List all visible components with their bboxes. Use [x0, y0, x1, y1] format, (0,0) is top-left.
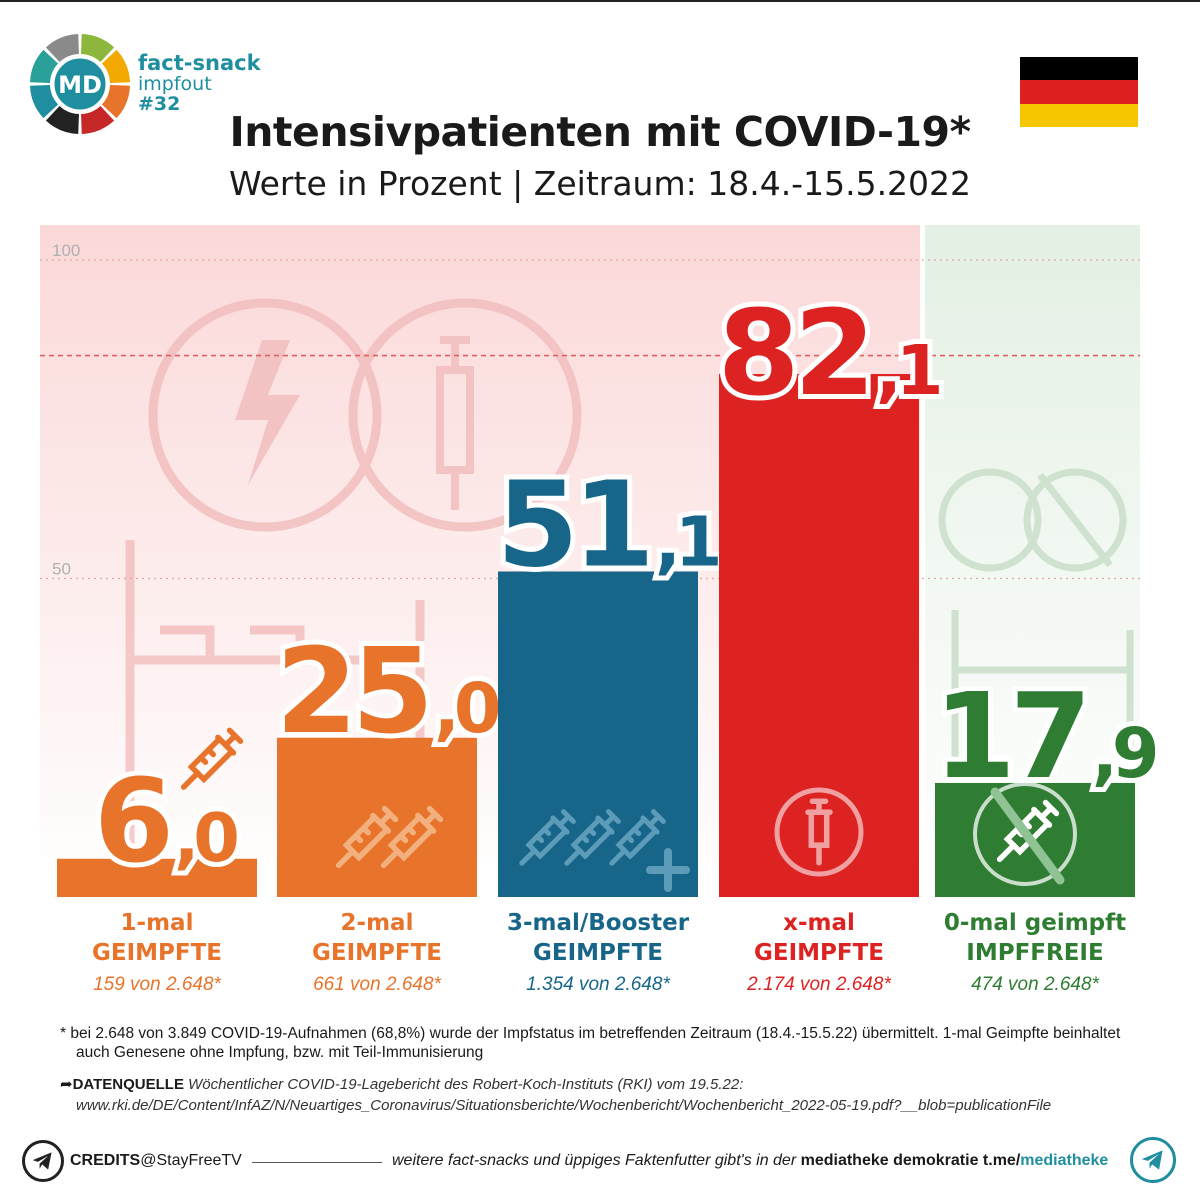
- footer-more-bold: mediatheke demokratie: [801, 1152, 979, 1169]
- footnote-line2: auch Genesene ohne Impfung, bzw. mit Tei…: [60, 1043, 1140, 1062]
- footnote-line1: * bei 2.648 von 3.849 COVID-19-Aufnahmen…: [60, 1024, 1140, 1043]
- page-title: Intensivpatienten mit COVID-19*: [0, 108, 1200, 156]
- footer-divider: [252, 1162, 382, 1163]
- flag-stripe-red: [1020, 80, 1138, 103]
- category-label-line2: GEIMPFTE: [92, 940, 222, 966]
- category-count-label: 2.174 von 2.648*: [746, 974, 891, 995]
- data-source: ➦DATENQUELLE Wöchentlicher COVID-19-Lage…: [60, 1074, 1160, 1116]
- source-label: DATENQUELLE: [73, 1076, 184, 1093]
- category-label-line2: IMPFFREIE: [966, 940, 1103, 966]
- telegram-channel-icon[interactable]: [1130, 1137, 1176, 1183]
- category-label-line2: GEIMPFTE: [533, 940, 663, 966]
- logo-text: MD: [58, 71, 102, 99]
- category-label-line1: 0-mal geimpft: [944, 910, 1126, 936]
- category-label-line1: x-mal: [783, 910, 855, 936]
- category-count-label: 661 von 2.648*: [313, 974, 441, 995]
- brand-label: fact-snack impfout #32: [138, 52, 261, 114]
- category-count-label: 1.354 von 2.648*: [526, 974, 670, 995]
- category-label-line1: 1-mal: [121, 910, 194, 936]
- top-border: [0, 0, 1200, 2]
- footer-text: weitere fact-snacks und üppiges Faktenfu…: [392, 1152, 1108, 1170]
- source-url[interactable]: www.rki.de/DE/Content/InfAZ/N/Neuartiges…: [60, 1095, 1160, 1116]
- credits-label: CREDITS: [70, 1152, 140, 1169]
- credits: CREDITS@StayFreeTV: [70, 1152, 242, 1170]
- category-label-line1: 2-mal: [341, 910, 414, 936]
- footer-link-prefix[interactable]: t.me/: [978, 1152, 1020, 1169]
- category-label-line1: 3-mal/Booster: [507, 910, 690, 936]
- footer-more-text: weitere fact-snacks und üppiges Faktenfu…: [392, 1152, 801, 1169]
- source-arrow-icon: ➦: [60, 1076, 73, 1093]
- y-tick-label: 50: [52, 560, 71, 579]
- page-subtitle: Werte in Prozent | Zeitraum: 18.4.-15.5.…: [0, 164, 1200, 203]
- category-label-line2: GEIMPFTE: [754, 940, 884, 966]
- source-text: Wöchentlicher COVID-19-Lagebericht des R…: [188, 1076, 743, 1093]
- telegram-icon[interactable]: [22, 1140, 64, 1182]
- y-tick-label: 100: [52, 241, 80, 260]
- credits-handle[interactable]: @StayFreeTV: [140, 1152, 242, 1169]
- footer-link-channel[interactable]: mediatheke: [1020, 1152, 1108, 1169]
- category-count-label: 474 von 2.648*: [971, 974, 1099, 995]
- brand-line1: fact-snack: [138, 52, 261, 74]
- footnote: * bei 2.648 von 3.849 COVID-19-Aufnahmen…: [60, 1024, 1140, 1062]
- brand-line2: impfout: [138, 74, 261, 94]
- category-label-line2: GEIMPFTE: [312, 940, 442, 966]
- bar: [719, 374, 919, 897]
- category-count-label: 159 von 2.648*: [93, 974, 221, 995]
- flag-stripe-black: [1020, 57, 1138, 80]
